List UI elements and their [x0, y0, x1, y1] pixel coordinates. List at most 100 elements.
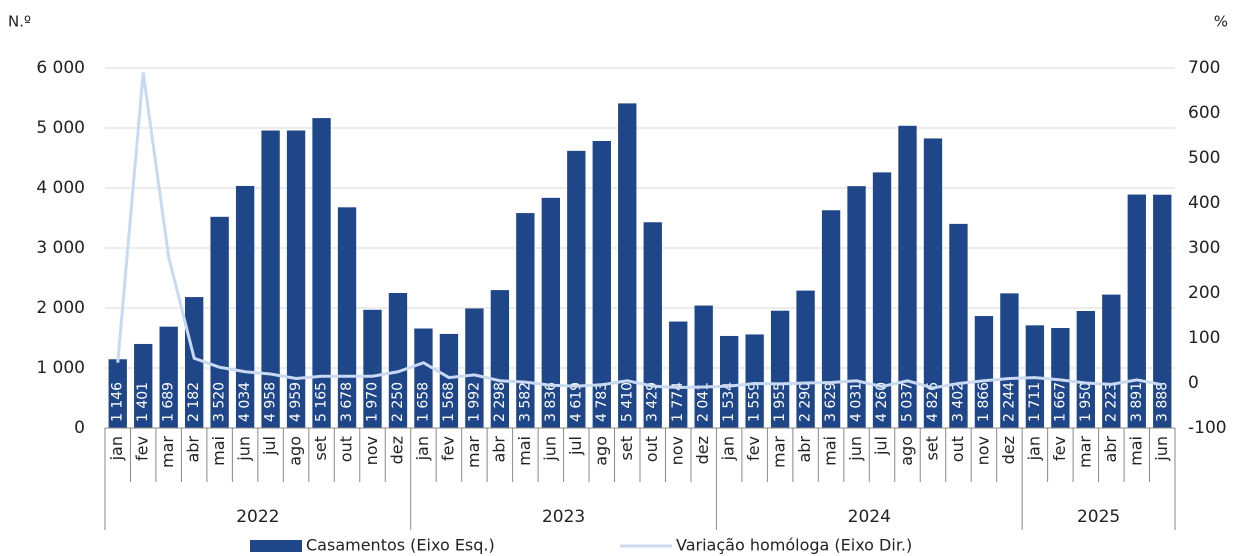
- value-label: 3 429: [645, 382, 661, 422]
- x-tick-label: jul: [566, 436, 585, 456]
- value-label: 5 410: [619, 382, 635, 422]
- value-label: 3 678: [339, 382, 355, 422]
- bar: [745, 334, 764, 428]
- x-tick-label: jan: [107, 436, 126, 461]
- value-label: 3 629: [823, 382, 839, 422]
- value-label: 1 774: [670, 382, 686, 422]
- x-tick-label: abr: [795, 436, 814, 463]
- value-label: 2 250: [390, 382, 406, 422]
- value-label: 3 582: [517, 382, 533, 422]
- value-label: 2 244: [1001, 382, 1017, 422]
- value-label: 1 866: [976, 382, 992, 422]
- x-tick-label: jan: [413, 436, 432, 461]
- x-tick-label: ago: [591, 436, 610, 466]
- x-tick-label: jun: [846, 436, 865, 462]
- y2-tick-label: 400: [1188, 193, 1220, 213]
- x-tick-label: mai: [821, 436, 840, 466]
- group-label: 2024: [848, 507, 891, 527]
- x-tick-label: ago: [286, 436, 305, 466]
- value-label: 4 958: [263, 382, 279, 422]
- y-unit: N.º: [8, 13, 31, 31]
- x-tick-label: dez: [387, 436, 406, 464]
- x-tick-label: mar: [770, 436, 789, 468]
- bar: [872, 172, 892, 428]
- y2-tick-label: 100: [1188, 328, 1220, 348]
- value-label: 3 520: [212, 382, 228, 422]
- x-tick-label: jan: [719, 436, 738, 461]
- x-tick-label: dez: [999, 436, 1018, 464]
- bar: [923, 138, 943, 428]
- x-tick-label: abr: [184, 436, 203, 463]
- y2-tick-label: 200: [1188, 283, 1220, 303]
- value-label: 1 559: [747, 382, 763, 422]
- value-label: 2 041: [696, 382, 712, 422]
- value-label: 3 402: [950, 382, 966, 422]
- legend-swatch: [250, 540, 302, 552]
- x-tick-label: fev: [1050, 436, 1069, 461]
- y-tick-label: 6 000: [36, 58, 85, 78]
- y-tick-label: 5 000: [36, 118, 85, 138]
- x-tick-label: set: [617, 436, 636, 460]
- x-tick-label: ago: [897, 436, 916, 466]
- y-tick-label: 0: [74, 418, 85, 438]
- x-tick-label: nov: [668, 436, 687, 465]
- bar: [1051, 327, 1070, 428]
- bar: [1127, 194, 1146, 428]
- value-label: 4 619: [568, 382, 584, 422]
- bar: [261, 130, 280, 428]
- bar: [847, 186, 866, 428]
- x-tick-label: jul: [872, 436, 891, 456]
- value-label: 1 711: [1027, 382, 1043, 422]
- value-label: 1 534: [721, 382, 737, 422]
- value-label: 1 950: [1078, 382, 1094, 422]
- x-tick-label: nov: [362, 436, 381, 465]
- x-tick-label: out: [337, 436, 356, 462]
- bar: [184, 297, 204, 428]
- x-tick-label: jun: [1152, 436, 1171, 462]
- x-tick-label: nov: [973, 436, 992, 465]
- value-label: 4 034: [237, 382, 253, 422]
- y-tick-label: 4 000: [36, 178, 85, 198]
- bar: [286, 130, 306, 428]
- y-tick-label: 3 000: [36, 238, 85, 258]
- value-label: 1 401: [135, 382, 151, 422]
- bar: [694, 305, 713, 428]
- bar: [439, 333, 459, 428]
- bar: [490, 290, 510, 428]
- y2-tick-label: 500: [1188, 148, 1220, 168]
- legend-label: Variação homóloga (Eixo Dir.): [676, 536, 912, 555]
- x-tick-label: mar: [158, 436, 177, 468]
- value-label: 5 165: [314, 382, 330, 422]
- x-tick-label: mai: [209, 436, 228, 466]
- bar: [592, 141, 611, 428]
- value-label: 1 970: [365, 382, 381, 422]
- bar: [541, 197, 561, 428]
- bar: [1000, 293, 1019, 428]
- value-label: 2 298: [492, 382, 508, 422]
- x-tick-label: out: [642, 436, 661, 462]
- bar: [312, 118, 331, 428]
- line: [116, 72, 1163, 390]
- group-label: 2023: [542, 507, 585, 527]
- bar: [465, 308, 484, 428]
- bar: [567, 150, 586, 429]
- y-tick-label: 2 000: [36, 298, 85, 318]
- bar: [898, 125, 917, 428]
- value-label: 4 959: [288, 382, 304, 422]
- x-tick-label: fev: [133, 436, 152, 461]
- value-label: 1 568: [441, 382, 457, 422]
- value-label: 3 888: [1154, 382, 1170, 422]
- x-tick-label: jun: [540, 436, 559, 462]
- x-tick-label: out: [948, 436, 967, 462]
- group-label: 2022: [236, 507, 279, 527]
- group-label: 2025: [1077, 507, 1120, 527]
- value-label: 3 836: [543, 382, 559, 422]
- x-tick-label: fev: [744, 436, 763, 461]
- value-label: 1 146: [110, 382, 126, 422]
- bar: [1153, 194, 1172, 428]
- value-label: 4 260: [874, 382, 890, 422]
- bar: [134, 343, 153, 428]
- bar: [337, 207, 357, 428]
- value-label: 2 223: [1103, 382, 1119, 422]
